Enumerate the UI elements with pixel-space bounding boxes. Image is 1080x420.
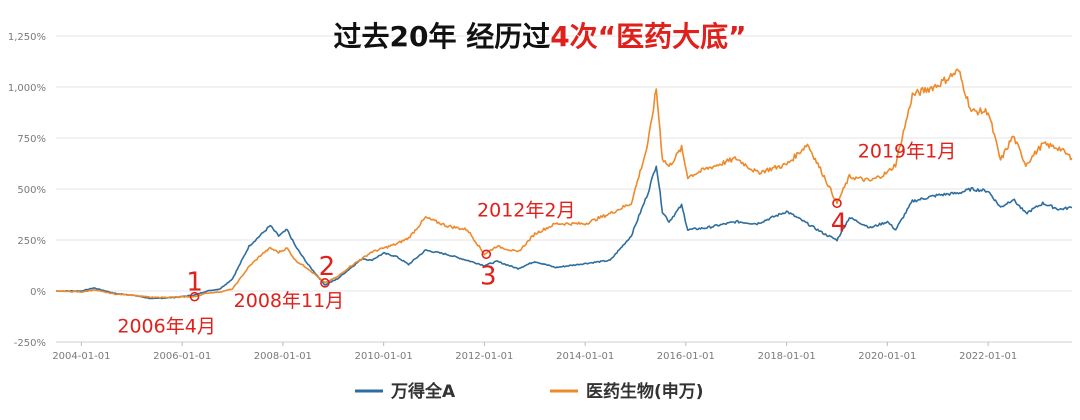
chart-title-prefix: 过去20年 经历过 <box>333 20 550 53</box>
series-lines <box>55 68 1073 300</box>
x-tick-label: 2016-01-01 <box>657 351 715 362</box>
y-axis: -250% 0% 250% 500% 750% 1,000% 1,250% <box>8 32 46 349</box>
x-tick-label: 2014-01-01 <box>556 351 614 362</box>
bottom-number: 1 <box>186 268 203 298</box>
legend-label: 医药生物(申万) <box>586 381 704 402</box>
y-tick-label: 1,000% <box>8 83 46 94</box>
series-line-2 <box>55 68 1073 299</box>
annotations: 1 2006年4月 2 2008年11月 3 2012年2月 4 2019年1月 <box>117 140 956 337</box>
x-tick-label: 2004-01-01 <box>52 351 110 362</box>
legend-label: 万得全A <box>390 381 456 402</box>
x-tick-label: 2010-01-01 <box>355 351 413 362</box>
y-tick-label: 500% <box>17 185 46 196</box>
chart-title-highlight: 4次“医药大底” <box>550 20 746 53</box>
y-tick-label: 1,250% <box>8 32 46 43</box>
bottom-number: 3 <box>480 261 497 291</box>
bottom-number: 4 <box>831 208 848 238</box>
x-tick-label: 2012-01-01 <box>455 351 513 362</box>
y-tick-label: 250% <box>17 236 46 247</box>
bottom-marker <box>320 278 330 288</box>
y-tick-label: -250% <box>14 338 46 349</box>
x-tick-label: 2008-01-01 <box>254 351 312 362</box>
bottom-date-label: 2008年11月 <box>234 290 345 312</box>
legend: 万得全A 医药生物(申万) <box>355 381 704 402</box>
grid <box>56 35 1072 343</box>
y-tick-label: 750% <box>17 134 46 145</box>
bottom-date-label: 2012年2月 <box>477 199 575 221</box>
x-tick-label: 2022-01-01 <box>959 351 1017 362</box>
x-tick-label: 2018-01-01 <box>758 351 816 362</box>
bottom-marker <box>481 249 492 260</box>
bottom-marker <box>832 198 842 209</box>
bottom-date-label: 2006年4月 <box>117 316 215 338</box>
chart-title: 过去20年 经历过4次“医药大底” <box>333 20 746 53</box>
x-tick-label: 2006-01-01 <box>153 351 211 362</box>
x-axis: 2004-01-01 2006-01-01 2008-01-01 2010-01-01… <box>52 341 1072 362</box>
x-tick-label: 2020-01-01 <box>858 351 916 362</box>
series-line-1 <box>56 165 1073 300</box>
y-tick-label: 0% <box>30 287 46 298</box>
bottom-marker <box>189 291 200 302</box>
bottom-date-label: 2019年1月 <box>858 140 956 162</box>
bottom-number: 2 <box>319 252 336 282</box>
